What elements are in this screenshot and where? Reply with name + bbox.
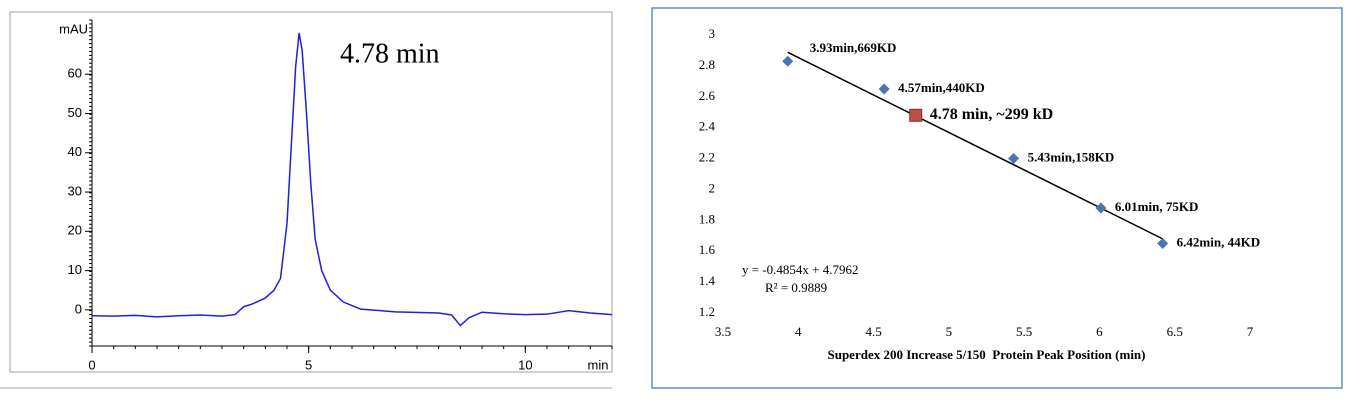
y-tick-label: 2.4 <box>699 119 716 134</box>
x-tick-label: 10 <box>518 357 532 372</box>
point <box>878 83 890 95</box>
y-tick-label: 2.2 <box>699 150 715 165</box>
x-tick-label: 6 <box>1096 324 1103 339</box>
point-label: 6.01min, 75KD <box>1115 199 1198 214</box>
point <box>909 108 923 122</box>
point <box>782 55 794 67</box>
y-tick-label: 1.2 <box>699 304 715 319</box>
x-tick-label: 4 <box>795 324 802 339</box>
y-tick-label: 60 <box>68 66 82 81</box>
point-label: 4.78 min, ~299 kD <box>930 106 1053 123</box>
y-tick-label: 0 <box>75 301 82 316</box>
y-tick-label: 1.4 <box>699 273 716 288</box>
x-axis-label: Superdex 200 Increase 5/150 Protein Peak… <box>827 347 1145 362</box>
point-label: 3.93min,669KD <box>810 40 897 55</box>
y-tick-label: 10 <box>68 262 82 277</box>
x-tick-label: 5 <box>305 357 312 372</box>
x-tick-label: 5 <box>946 324 953 339</box>
x-tick-label: 4.5 <box>865 324 881 339</box>
y-tick-label: 1.8 <box>699 211 715 226</box>
point-label: 5.43min,158KD <box>1028 150 1115 165</box>
y-tick-label: 40 <box>68 144 82 159</box>
point-label: 6.42min, 44KD <box>1177 234 1260 249</box>
y-tick-label: 30 <box>68 183 82 198</box>
x-tick-label: 5.5 <box>1016 324 1032 339</box>
calibration-frame <box>651 7 1343 389</box>
x-tick-label: 0 <box>88 357 95 372</box>
y-tick-label: 2 <box>709 180 716 195</box>
y-tick-label: 3 <box>709 26 716 41</box>
y-tick-label: 20 <box>68 223 82 238</box>
point <box>1157 238 1169 249</box>
y-tick-label: 1.6 <box>699 242 716 257</box>
equation: R² = 0.9889 <box>765 280 827 295</box>
y-tick-label: 50 <box>68 105 82 120</box>
chromatogram-frame <box>9 11 613 373</box>
equation: y = -0.4854x + 4.7962 <box>742 262 859 277</box>
point <box>1095 202 1107 214</box>
x-tick-label: 7 <box>1247 324 1254 339</box>
trace <box>91 32 613 327</box>
x-tick-label: 3.5 <box>715 324 731 339</box>
y-tick-label: 2.6 <box>699 88 716 103</box>
point <box>1008 153 1020 165</box>
y-tick-label: 2.8 <box>699 57 715 72</box>
y-axis-label: mAU <box>59 21 88 36</box>
peak-annotation: 4.78 min <box>340 38 440 69</box>
x-axis-label: min <box>588 357 609 372</box>
x-tick-label: 6.5 <box>1167 324 1183 339</box>
point-label: 4.57min,440KD <box>898 80 985 95</box>
